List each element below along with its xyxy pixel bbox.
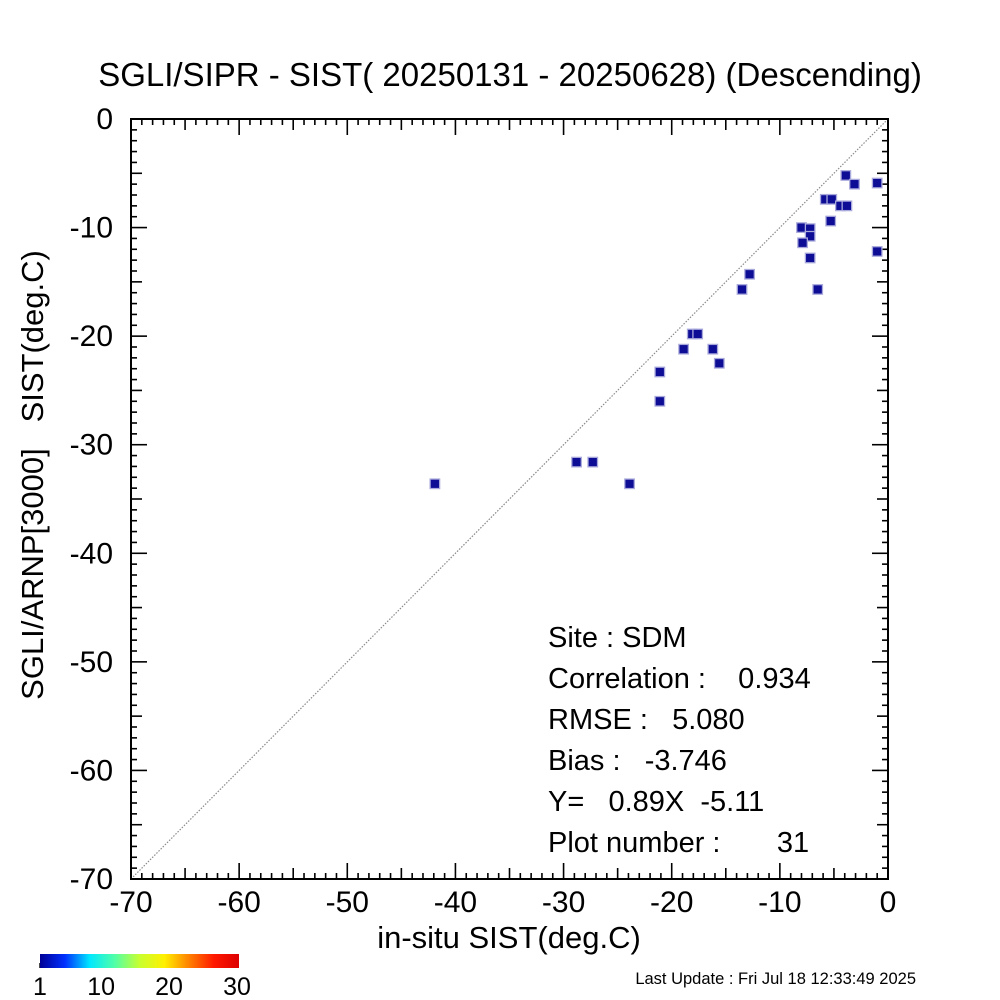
stat-bias: Bias : -3.746 [548,745,727,777]
data-point [804,230,816,242]
page-title: SGLI/SIPR - SIST( 20250131 - 20250628) (… [98,56,922,93]
colorbar-label: 20 [155,973,183,1000]
stat-fit-equation: Y= 0.89X -5.11 [548,786,765,818]
data-point [871,246,883,257]
data-point [825,215,837,227]
data-point [812,284,824,295]
y-tick-label: -30 [70,429,113,462]
data-point [713,357,725,369]
data-point [624,478,635,490]
data-point [849,178,860,190]
y-tick-label: -40 [70,537,113,570]
data-point [736,284,748,295]
y-tick-label: -10 [70,212,113,245]
data-points [429,170,883,490]
y-tick-label: 0 [96,103,113,136]
y-axis-label: SGLI/ARNP[3000] SIST(deg.C) [15,250,50,700]
data-point [840,170,852,181]
y-tick-label: -70 [70,863,113,896]
x-tick-labels: -70 -60 -50 -40 -30 -20 -10 0 [109,886,896,919]
data-point [804,252,816,264]
x-tick-label: -10 [758,886,801,919]
colorbar-label: 30 [223,973,251,1000]
y-tick-labels: 0 -10 -20 -30 -40 -50 -60 -70 [70,103,113,896]
data-point [826,193,838,205]
y-tick-label: -50 [70,646,113,679]
stat-correlation: Correlation : 0.934 [548,663,811,695]
data-point [571,456,582,468]
data-point [429,478,441,490]
x-tick-label: 0 [880,886,897,919]
data-point [587,456,599,468]
data-point [841,200,853,212]
y-tick-label: -60 [70,754,113,787]
data-point [654,366,666,378]
last-update-timestamp: Last Update : Fri Jul 18 12:33:49 2025 [635,970,916,988]
data-point [707,343,719,355]
stat-rmse: RMSE : 5.080 [548,704,745,736]
x-tick-label: -30 [542,886,585,919]
x-tick-label: -60 [217,886,260,919]
data-point [797,237,808,249]
data-point [678,343,690,355]
data-point [871,177,883,189]
stat-plot-number: Plot number : 31 [548,827,810,859]
y-tick-label: -20 [70,320,113,353]
diagonal-reference-line [130,118,889,880]
x-axis-label: in-situ SIST(deg.C) [377,920,641,955]
colorbar-labels: 1 10 20 30 [33,973,251,1000]
x-tick-label: -50 [326,886,369,919]
x-tick-label: -20 [650,886,693,919]
colorbar-label: 10 [87,973,115,1000]
colorbar-label: 1 [33,973,47,1000]
x-tick-label: -70 [109,886,152,919]
data-point [744,268,755,280]
plot-frame [130,118,889,880]
x-tick-label: -40 [434,886,477,919]
data-point [692,328,704,340]
density-colorbar [40,954,239,968]
stat-site: Site : SDM [548,622,687,654]
data-point [654,395,666,407]
